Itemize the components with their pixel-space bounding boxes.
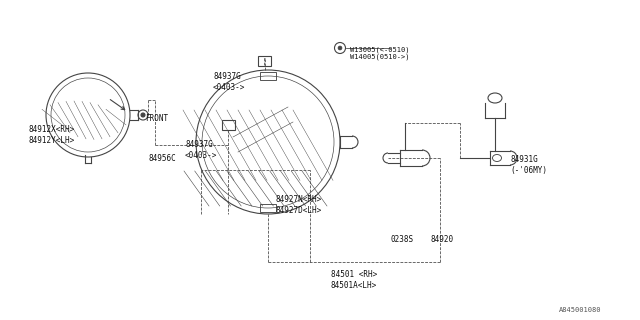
Text: FRONT: FRONT [145,114,168,123]
Text: 0238S: 0238S [390,236,413,244]
Bar [222,120,235,130]
Text: 84931G
(-'06MY): 84931G (-'06MY) [510,155,547,175]
Text: 84956C: 84956C [148,154,176,163]
Text: 84501 <RH>
84501A<LH>: 84501 <RH> 84501A<LH> [331,270,377,290]
Circle shape [141,113,145,117]
Bar [260,204,276,212]
Bar [258,56,271,66]
Circle shape [338,46,342,50]
Text: 84927N<RH>
84927D<LH>: 84927N<RH> 84927D<LH> [275,195,321,215]
Text: 84920: 84920 [430,236,453,244]
Text: W13005(<-0510)
W14005(0510->): W13005(<-0510) W14005(0510->) [350,46,410,60]
Text: 84937G
<0403->: 84937G <0403-> [185,140,218,160]
Text: 84912X<RH>
84912Y<LH>: 84912X<RH> 84912Y<LH> [28,125,74,145]
Bar [260,72,276,80]
Text: 84937G
<0403->: 84937G <0403-> [213,72,245,92]
Text: A845001080: A845001080 [559,307,601,313]
